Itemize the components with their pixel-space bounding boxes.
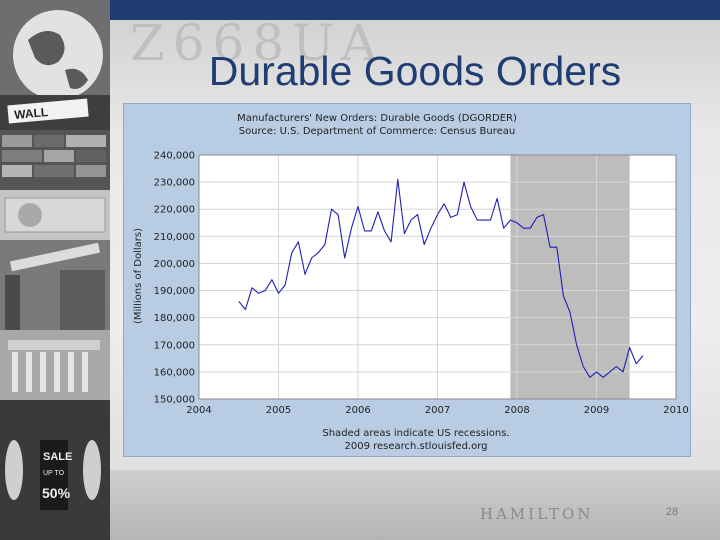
y-axis-label: (Millions of Dollars)	[133, 228, 144, 324]
chart-footer: 2009 research.stlouisfed.org	[344, 441, 487, 452]
slide-title: Durable Goods Orders	[208, 48, 622, 94]
chart-subtitle: Source: U.S. Department of Commerce: Cen…	[239, 126, 516, 137]
store-sale-image: SALE UP TO 50%	[0, 400, 110, 540]
x-tick-label-5: 2009	[584, 405, 609, 416]
street-sign-image	[0, 240, 110, 330]
wall-sign-text: WALL	[14, 105, 49, 122]
x-tick-label-2: 2006	[345, 405, 370, 416]
y-tick-label-3: 180,000	[154, 313, 195, 324]
y-tick-label-4: 190,000	[154, 286, 195, 297]
plot-border	[198, 154, 677, 400]
percent-sign-text: 50%	[42, 485, 71, 501]
header-bar	[110, 0, 720, 20]
upto-sign-text: UP TO	[43, 470, 65, 477]
x-tick-label-0: 2004	[186, 405, 211, 416]
x-tick-label-1: 2005	[266, 405, 291, 416]
chart-panel: Manufacturers' New Orders: Durable Goods…	[123, 103, 691, 457]
x-axis-label: Shaded areas indicate US recessions.	[322, 428, 509, 439]
banknote-strip	[110, 470, 720, 540]
series-line-0	[238, 178, 644, 378]
globe-image	[0, 0, 110, 100]
dollar-bill-image	[0, 190, 110, 240]
chart-title: Manufacturers' New Orders: Durable Goods…	[237, 113, 517, 124]
slide-page-number: 28	[665, 506, 679, 518]
y-tick-label-5: 200,000	[154, 259, 195, 270]
sale-sign-text: SALE	[43, 451, 72, 463]
photo-collage: WALL SALE UP TO 50%	[0, 0, 110, 540]
x-tick-label-4: 2008	[504, 405, 529, 416]
shipping-containers-image	[0, 130, 110, 190]
y-tick-label-6: 210,000	[154, 232, 195, 243]
plot-area: 150,000 160,000 170,000 180,000 190,000 200,0…	[154, 151, 689, 417]
y-tick-label-1: 160,000	[154, 367, 195, 378]
banknote-serial-watermark: Z668UA	[130, 14, 385, 72]
x-tick-label-6: 2010	[663, 405, 688, 416]
durable-goods-chart: Manufacturers' New Orders: Durable Goods…	[133, 113, 689, 452]
y-tick-label-0: 150,000	[154, 395, 195, 406]
x-tick-label-3: 2007	[425, 405, 450, 416]
y-tick-label-7: 220,000	[154, 205, 195, 216]
y-tick-label-2: 170,000	[154, 340, 195, 351]
y-tick-label-8: 230,000	[154, 178, 195, 189]
wall-street-sign-image: WALL	[0, 95, 110, 130]
federal-building-image	[0, 330, 110, 400]
y-tick-label-9: 240,000	[154, 151, 195, 162]
banknote-portrait-name: HAMILTON	[480, 505, 594, 523]
recession-shade-0	[510, 155, 630, 399]
